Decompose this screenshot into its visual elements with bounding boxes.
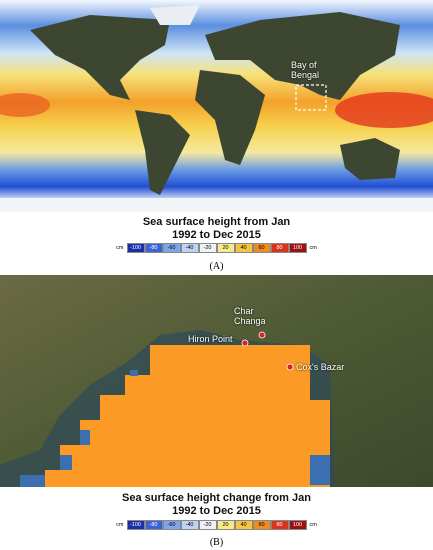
blue-cells xyxy=(20,370,330,487)
change-area xyxy=(45,345,330,487)
caption: Sea surface height from Jan 1992 to Dec … xyxy=(142,216,291,241)
legend-unit: cm xyxy=(309,245,317,251)
warm-patch xyxy=(335,92,433,128)
regional-map xyxy=(0,275,433,487)
legend-cell: -40 xyxy=(180,520,199,530)
panel-label: (B) xyxy=(209,537,224,548)
legend-cell: -80 xyxy=(144,243,163,253)
legend-cell: 80 xyxy=(270,243,289,253)
place-label: Hiron Point xyxy=(188,334,233,344)
region-box xyxy=(295,84,327,111)
map-label: Bay of Bengal xyxy=(291,60,320,80)
legend-cell: -100 xyxy=(126,243,145,253)
place-marker xyxy=(241,339,249,347)
legend-cell: -100 xyxy=(126,520,145,530)
place-marker xyxy=(286,363,294,371)
place-label: Char Changa xyxy=(234,306,266,326)
antarctica xyxy=(0,198,433,212)
legend-cell: -60 xyxy=(162,520,181,530)
panel-label: (A) xyxy=(209,261,224,272)
legend-cell: -60 xyxy=(162,243,181,253)
place-label: Cox's Bazar xyxy=(296,362,345,372)
legend-unit: cm xyxy=(116,522,124,528)
legend-unit: cm xyxy=(309,522,317,528)
continents xyxy=(30,5,400,195)
warm-patch xyxy=(0,93,50,117)
legend-cell: 80 xyxy=(270,520,289,530)
legend: cm -100 -80 -60 -40 -20 20 40 60 80 100 cm xyxy=(0,520,433,530)
legend-cell: 100 xyxy=(288,520,307,530)
legend-cell: 60 xyxy=(252,243,271,253)
legend-cell: 20 xyxy=(216,520,235,530)
legend-cell: -20 xyxy=(198,243,217,253)
legend-cell: -40 xyxy=(180,243,199,253)
legend-cell: 100 xyxy=(288,243,307,253)
legend-cell: -80 xyxy=(144,520,163,530)
legend-cell: 40 xyxy=(234,243,253,253)
legend: cm -100 -80 -60 -40 -20 20 40 60 80 100 cm xyxy=(0,243,433,253)
legend-unit: cm xyxy=(116,245,124,251)
place-marker xyxy=(258,331,266,339)
legend-cell: 40 xyxy=(234,520,253,530)
legend-cell: 20 xyxy=(216,243,235,253)
world-map xyxy=(0,0,433,212)
legend-cell: 60 xyxy=(252,520,271,530)
legend-cell: -20 xyxy=(198,520,217,530)
caption: Sea surface height change from Jan 1992 … xyxy=(122,492,311,517)
